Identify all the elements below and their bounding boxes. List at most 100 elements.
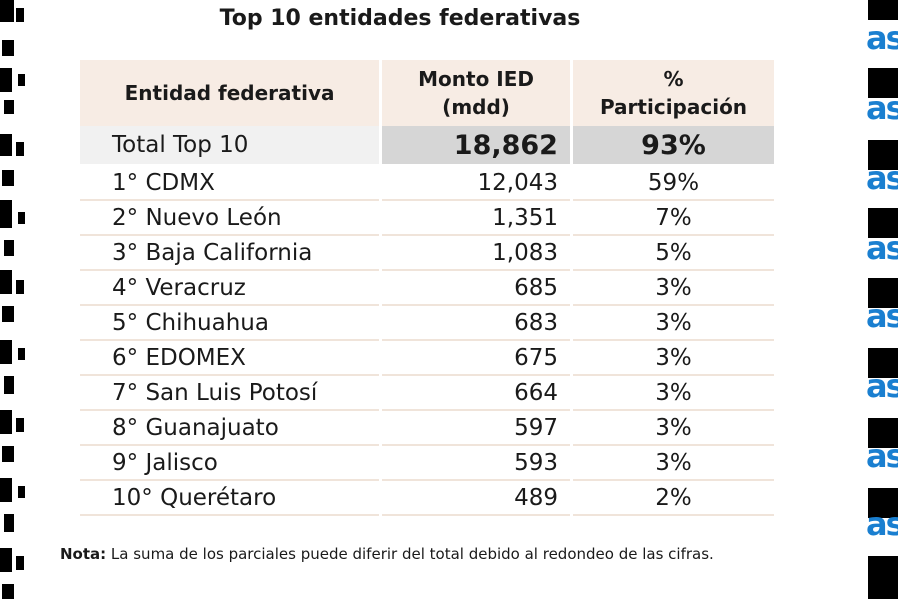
edge-mark bbox=[16, 280, 24, 294]
row-amount: 683 bbox=[380, 305, 573, 341]
table-row: 7° San Luis Potosí 664 3% bbox=[80, 375, 774, 411]
edge-mark bbox=[0, 548, 12, 572]
row-rank: 5° bbox=[112, 309, 139, 336]
edge-mark bbox=[2, 306, 14, 322]
row-share: 5% bbox=[571, 235, 774, 271]
edge-block bbox=[868, 140, 898, 170]
edge-mark bbox=[0, 340, 12, 364]
edge-block bbox=[868, 418, 898, 448]
edge-block bbox=[868, 208, 898, 238]
edge-mark bbox=[0, 410, 12, 434]
edge-mark bbox=[18, 348, 25, 360]
row-name: Nuevo León bbox=[145, 204, 282, 231]
edge-mark bbox=[4, 376, 14, 394]
table-title: Top 10 entidades federativas bbox=[219, 6, 581, 31]
row-rank: 8° bbox=[112, 414, 139, 441]
row-rank: 2° bbox=[112, 204, 139, 231]
table-row: 3° Baja California 1,083 5% bbox=[80, 235, 774, 271]
table-row: 9° Jalisco 593 3% bbox=[80, 445, 774, 481]
row-amount: 664 bbox=[380, 375, 573, 411]
row-rank: 9° bbox=[112, 449, 139, 476]
row-rank: 6° bbox=[112, 344, 139, 371]
edge-block bbox=[868, 556, 898, 599]
row-amount: 12,043 bbox=[380, 165, 573, 201]
edge-block bbox=[868, 278, 898, 308]
row-amount: 597 bbox=[380, 410, 573, 446]
header-amount-line1: Monto IED bbox=[418, 67, 534, 91]
edge-mark bbox=[2, 170, 14, 186]
edge-mark bbox=[0, 68, 12, 92]
row-amount: 593 bbox=[380, 445, 573, 481]
row-name: CDMX bbox=[145, 169, 215, 196]
edge-mark bbox=[18, 212, 25, 224]
edge-mark bbox=[0, 0, 14, 22]
row-rank: 1° bbox=[112, 169, 139, 196]
total-row: Total Top 10 18,862 93% bbox=[80, 126, 774, 166]
row-share: 3% bbox=[571, 305, 774, 341]
left-edge-marks bbox=[0, 0, 30, 599]
row-amount: 489 bbox=[380, 480, 573, 516]
row-rank: 10° bbox=[112, 484, 153, 511]
edge-text-fragment: as bbox=[866, 367, 898, 405]
header-amount-line2: (mdd) bbox=[442, 95, 510, 119]
edge-mark bbox=[0, 478, 12, 502]
edge-mark bbox=[2, 584, 14, 599]
right-edge-strip: as as as as as as as as bbox=[866, 0, 898, 599]
header-share-line2: Participación bbox=[599, 95, 748, 119]
row-name: Baja California bbox=[145, 239, 313, 266]
table-row: 2° Nuevo León 1,351 7% bbox=[80, 200, 774, 236]
row-amount: 1,083 bbox=[380, 235, 573, 271]
footnote-text: La suma de los parciales puede diferir d… bbox=[106, 545, 714, 563]
edge-text-fragment: as bbox=[866, 159, 898, 197]
row-entity: 1° CDMX bbox=[80, 165, 383, 201]
total-amount: 18,862 bbox=[380, 126, 573, 166]
row-name: San Luis Potosí bbox=[145, 379, 318, 406]
edge-text-fragment: as bbox=[866, 297, 898, 335]
row-amount: 675 bbox=[380, 340, 573, 376]
table-row: 6° EDOMEX 675 3% bbox=[80, 340, 774, 376]
row-entity: 4° Veracruz bbox=[80, 270, 383, 306]
row-rank: 4° bbox=[112, 274, 139, 301]
row-share: 3% bbox=[571, 270, 774, 306]
row-amount: 685 bbox=[380, 270, 573, 306]
row-name: Guanajuato bbox=[145, 414, 279, 441]
table-row: 8° Guanajuato 597 3% bbox=[80, 410, 774, 446]
edge-text-fragment: as bbox=[866, 505, 898, 543]
row-entity: 7° San Luis Potosí bbox=[80, 375, 383, 411]
row-entity: 8° Guanajuato bbox=[80, 410, 383, 446]
row-share: 3% bbox=[571, 375, 774, 411]
edge-text-fragment: as bbox=[866, 437, 898, 475]
table-row: 5° Chihuahua 683 3% bbox=[80, 305, 774, 341]
total-share: 93% bbox=[571, 126, 774, 166]
edge-mark bbox=[4, 240, 14, 256]
edge-text-fragment: as bbox=[866, 19, 898, 57]
edge-mark bbox=[0, 134, 12, 156]
row-share: 3% bbox=[571, 445, 774, 481]
edge-block bbox=[868, 348, 898, 378]
row-share: 3% bbox=[571, 340, 774, 376]
edge-mark bbox=[4, 100, 14, 114]
edge-block bbox=[868, 488, 898, 518]
row-name: Chihuahua bbox=[145, 309, 269, 336]
table-row: 1° CDMX 12,043 59% bbox=[80, 165, 774, 201]
edge-block bbox=[868, 0, 898, 20]
header-amount: Monto IED (mdd) bbox=[380, 60, 573, 126]
edge-mark bbox=[4, 514, 14, 532]
row-entity: 6° EDOMEX bbox=[80, 340, 383, 376]
edge-mark bbox=[16, 142, 24, 156]
row-share: 59% bbox=[571, 165, 774, 201]
header-share: % Participación bbox=[571, 60, 774, 126]
edge-mark bbox=[2, 446, 14, 462]
row-amount: 1,351 bbox=[380, 200, 573, 236]
row-share: 2% bbox=[571, 480, 774, 516]
total-label: Total Top 10 bbox=[80, 126, 383, 166]
ied-table: Entidad federativa Monto IED (mdd) % Par… bbox=[80, 60, 774, 516]
edge-block bbox=[868, 68, 898, 98]
edge-mark bbox=[18, 486, 25, 498]
table-header-row: Entidad federativa Monto IED (mdd) % Par… bbox=[80, 60, 774, 126]
row-name: Jalisco bbox=[145, 449, 218, 476]
row-entity: 10° Querétaro bbox=[80, 480, 383, 516]
edge-mark bbox=[16, 556, 24, 570]
row-name: EDOMEX bbox=[145, 344, 246, 371]
row-rank: 3° bbox=[112, 239, 139, 266]
